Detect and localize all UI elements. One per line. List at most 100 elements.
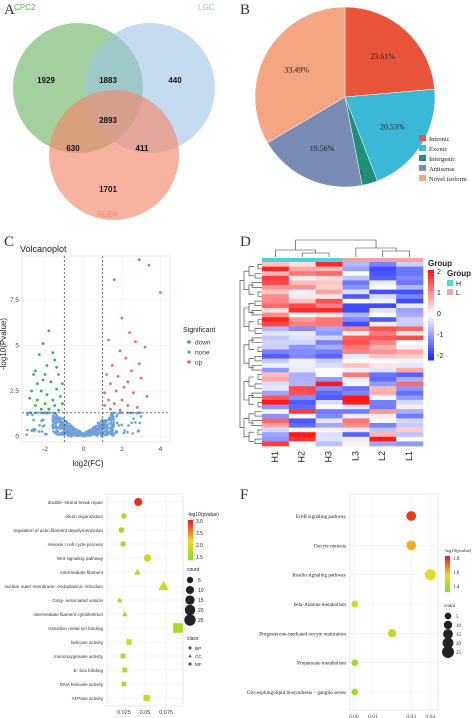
heatmap-cell <box>288 390 316 396</box>
volcano-point-none <box>111 425 115 429</box>
go-color-legend-step <box>188 550 193 553</box>
heatmap-cell <box>396 280 424 286</box>
volcano-point-down <box>59 395 62 398</box>
volcano-point-none <box>37 430 41 433</box>
kegg-color-legend-step <box>445 570 450 573</box>
heatmap-cell <box>342 271 370 277</box>
heatmap-cell <box>369 308 397 313</box>
kegg-point <box>406 540 417 551</box>
volcano-point-down <box>37 353 41 356</box>
volcano-point-down <box>60 382 64 386</box>
heatmap-group-bar-label: Group <box>428 259 452 268</box>
heatmap-cell <box>288 372 316 378</box>
heatmap-cell <box>288 400 316 405</box>
heatmap-cell <box>315 317 343 323</box>
heatmap-cell <box>315 423 343 428</box>
volcano-point-up <box>134 340 137 344</box>
kegg-size-legend-dot <box>443 629 453 639</box>
volcano-point-none <box>45 411 49 415</box>
heatmap-cell <box>369 381 397 387</box>
heatmap-cell <box>262 363 290 369</box>
volcano-point-none <box>105 419 109 422</box>
kegg-point <box>406 511 417 521</box>
go-color-legend-step <box>188 544 193 547</box>
heatmap-cell <box>262 344 290 350</box>
heatmap-cell <box>369 367 397 373</box>
go-size-legend-dot <box>184 614 196 626</box>
go-term-label: E- box binding <box>74 668 104 673</box>
heatmap-cell <box>315 340 343 346</box>
volcano-point-none <box>74 434 78 437</box>
volcano-point-up <box>158 291 162 294</box>
volcano-point-up <box>145 395 149 398</box>
volcano-point-down <box>55 365 58 369</box>
venn-count-cpc2-rlek: 630 <box>66 144 80 153</box>
heatmap-cell <box>369 321 397 327</box>
pie-slice <box>254 6 346 144</box>
volcano-point-none <box>108 416 111 420</box>
heatmap-cell <box>262 280 290 286</box>
volcano-point-none <box>88 429 91 432</box>
heatmap-cell <box>288 436 316 442</box>
heatmap-dendrogram-branch <box>355 247 397 257</box>
heatmap-cell <box>262 331 290 336</box>
volcano-point-down <box>41 378 45 382</box>
volcano-point-down <box>43 373 47 376</box>
heatmap-scale-tick: 0 <box>437 311 441 318</box>
heatmap-cell <box>369 400 397 405</box>
heatmap-cell <box>315 432 343 438</box>
heatmap-cell <box>396 266 424 272</box>
volcano-plot-area <box>21 255 171 443</box>
heatmap-scale-step <box>428 315 434 319</box>
heatmap-cell <box>396 298 424 304</box>
volcano-point-up <box>139 376 143 380</box>
heatmap-dendrogram-branch <box>254 328 262 334</box>
heatmap-dendrogram-branch <box>254 411 262 417</box>
volcano-point-none <box>33 427 36 431</box>
heatmap-cell <box>369 436 397 442</box>
volcano-point-none <box>88 433 92 436</box>
pie-chart: 23.61%20.53%2.80%19.56%33.49% IntronicEx… <box>254 6 467 188</box>
heatmap-cell <box>262 354 290 359</box>
heatmap-cell <box>396 441 424 447</box>
heatmap-cell <box>288 312 316 318</box>
heatmap-legend-swatch <box>447 280 453 286</box>
kegg-size-legend-dot <box>442 646 454 658</box>
volcano-legend-label: up <box>195 360 203 367</box>
volcano-point-none <box>105 424 108 427</box>
go-shape-legend-label: CC <box>195 654 202 659</box>
volcano-point-none <box>31 413 34 416</box>
heatmap-cell <box>369 335 397 341</box>
go-xtick: 0.075 <box>159 710 173 716</box>
pie-slice-label: 20.53% <box>380 123 405 132</box>
pie-slice <box>344 88 436 182</box>
go-point-bp <box>143 554 152 562</box>
volcano-point-none <box>103 427 106 430</box>
volcano-point-down <box>49 380 53 384</box>
heatmap-cell <box>369 294 397 300</box>
go-point-mf <box>120 653 126 659</box>
go-point-cc <box>116 597 123 603</box>
heatmap-cell <box>342 266 370 272</box>
heatmap-cell <box>396 285 424 290</box>
go-point-mf <box>143 694 150 702</box>
heatmap-cell <box>396 289 424 295</box>
volcano-point-none <box>109 419 113 422</box>
heatmap-scale-tick: 2 <box>437 269 441 276</box>
volcano-point-up <box>107 398 110 402</box>
heatmap-dendrogram-branch <box>248 431 254 442</box>
volcano-point-up <box>110 364 114 367</box>
heatmap-cell <box>315 372 343 378</box>
heatmap-cell <box>315 266 343 272</box>
heatmap-scale-step <box>428 282 434 286</box>
go-shape-legend-mark <box>188 646 192 650</box>
heatmap-cell <box>369 409 397 415</box>
heatmap-scale-step <box>428 351 434 355</box>
heatmap-cell <box>262 367 290 373</box>
heatmap-dendrogram-branch <box>382 250 410 257</box>
heatmap-cell <box>315 395 343 401</box>
volcano-point-none <box>99 432 102 436</box>
pie-slice <box>344 6 435 98</box>
heatmap-cell <box>288 358 316 364</box>
go-point-bp <box>120 541 126 547</box>
